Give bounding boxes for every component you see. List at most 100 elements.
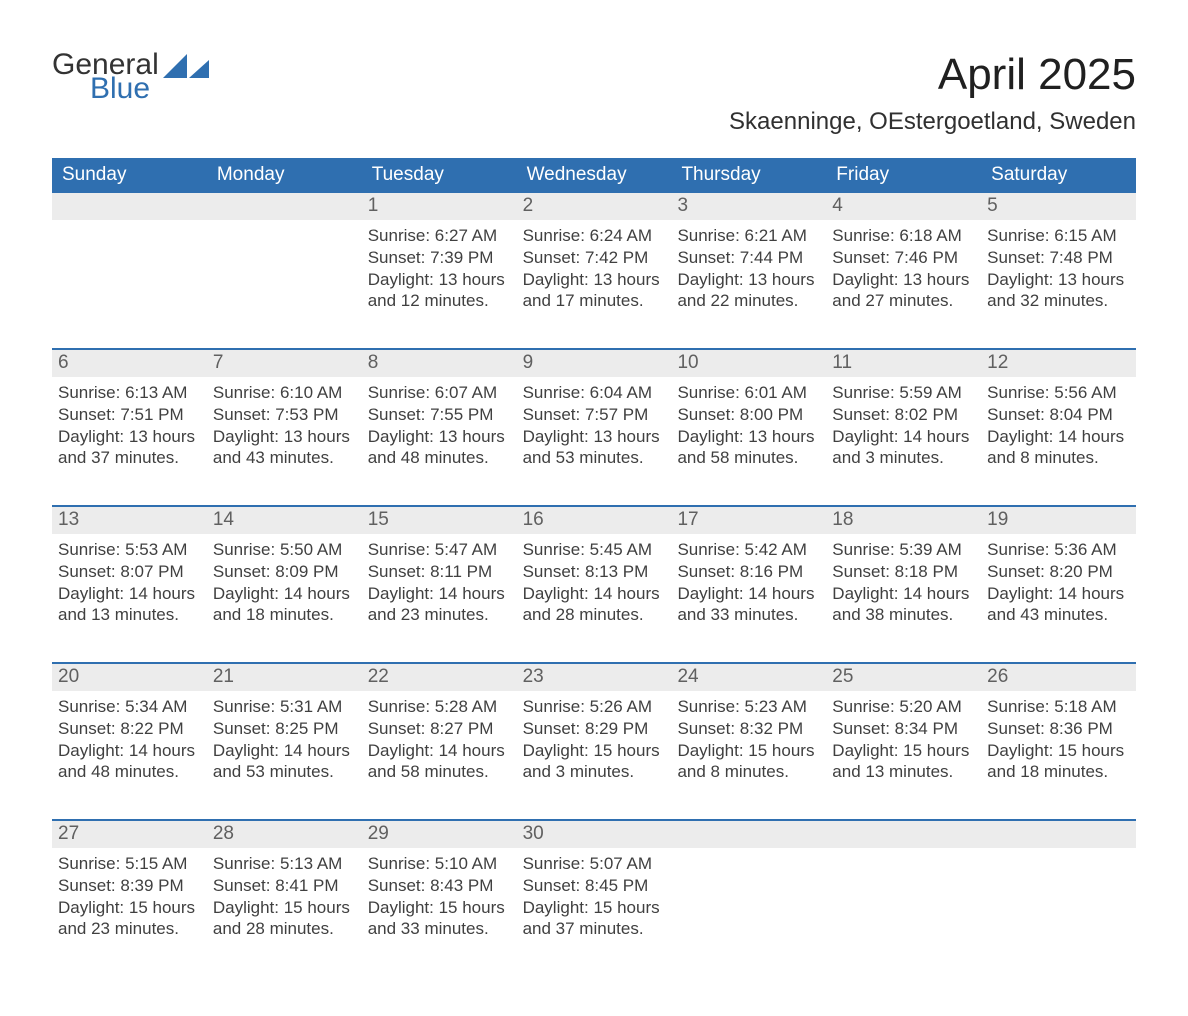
- day-number: 14: [207, 507, 362, 534]
- dayname-friday: Friday: [826, 158, 981, 193]
- daylight-text: Daylight: 13 hours: [58, 426, 201, 448]
- sunset-text: Sunset: 7:39 PM: [368, 247, 511, 269]
- sunrise-text: Sunrise: 6:15 AM: [987, 225, 1130, 247]
- day-cell: Sunrise: 5:10 AM Sunset: 8:43 PM Dayligh…: [362, 848, 517, 976]
- daylight-text: Daylight: 13 hours: [213, 426, 356, 448]
- daylight-text: Daylight: 13 hours: [832, 269, 975, 291]
- day-number: 20: [52, 664, 207, 691]
- sunset-text: Sunset: 8:18 PM: [832, 561, 975, 583]
- month-title: April 2025: [729, 50, 1136, 100]
- sunrise-text: Sunrise: 5:42 AM: [677, 539, 820, 561]
- sunset-text: Sunset: 8:39 PM: [58, 875, 201, 897]
- day-number: 1: [362, 193, 517, 220]
- daylight-text: and 27 minutes.: [832, 290, 975, 312]
- sunrise-text: Sunrise: 6:24 AM: [523, 225, 666, 247]
- sunrise-text: Sunrise: 5:23 AM: [677, 696, 820, 718]
- day-cell: Sunrise: 6:27 AM Sunset: 7:39 PM Dayligh…: [362, 220, 517, 348]
- daylight-text: Daylight: 13 hours: [368, 426, 511, 448]
- daylight-text: and 8 minutes.: [677, 761, 820, 783]
- sunset-text: Sunset: 8:41 PM: [213, 875, 356, 897]
- calendar-grid: Sunday Monday Tuesday Wednesday Thursday…: [52, 158, 1136, 976]
- sunset-text: Sunset: 8:00 PM: [677, 404, 820, 426]
- daylight-text: Daylight: 14 hours: [213, 740, 356, 762]
- day-number: 24: [671, 664, 826, 691]
- day-cell: Sunrise: 5:15 AM Sunset: 8:39 PM Dayligh…: [52, 848, 207, 976]
- page-header: General Blue April 2025 Skaenninge, OEst…: [52, 50, 1136, 136]
- sunset-text: Sunset: 8:27 PM: [368, 718, 511, 740]
- daylight-text: Daylight: 14 hours: [832, 583, 975, 605]
- day-cell: Sunrise: 5:53 AM Sunset: 8:07 PM Dayligh…: [52, 534, 207, 662]
- dayname-wednesday: Wednesday: [517, 158, 672, 193]
- sunrise-text: Sunrise: 6:13 AM: [58, 382, 201, 404]
- day-cell: Sunrise: 5:56 AM Sunset: 8:04 PM Dayligh…: [981, 377, 1136, 505]
- day-number: 6: [52, 350, 207, 377]
- logo-text-block: General Blue: [52, 50, 159, 104]
- week-content-row: Sunrise: 5:15 AM Sunset: 8:39 PM Dayligh…: [52, 848, 1136, 976]
- sunset-text: Sunset: 8:25 PM: [213, 718, 356, 740]
- week-content-row: Sunrise: 6:13 AM Sunset: 7:51 PM Dayligh…: [52, 377, 1136, 505]
- sunset-text: Sunset: 8:09 PM: [213, 561, 356, 583]
- week-daynum-row: 13 14 15 16 17 18 19: [52, 505, 1136, 534]
- day-number: [826, 821, 981, 848]
- daylight-text: and 53 minutes.: [523, 447, 666, 469]
- day-number: 28: [207, 821, 362, 848]
- sunset-text: Sunset: 8:22 PM: [58, 718, 201, 740]
- week-content-row: Sunrise: 5:53 AM Sunset: 8:07 PM Dayligh…: [52, 534, 1136, 662]
- sunset-text: Sunset: 7:48 PM: [987, 247, 1130, 269]
- sunrise-text: Sunrise: 6:01 AM: [677, 382, 820, 404]
- day-number: 21: [207, 664, 362, 691]
- sunrise-text: Sunrise: 6:04 AM: [523, 382, 666, 404]
- location-subtitle: Skaenninge, OEstergoetland, Sweden: [729, 108, 1136, 136]
- day-cell: Sunrise: 5:31 AM Sunset: 8:25 PM Dayligh…: [207, 691, 362, 819]
- daylight-text: and 18 minutes.: [213, 604, 356, 626]
- daylight-text: Daylight: 15 hours: [523, 897, 666, 919]
- sunrise-text: Sunrise: 5:39 AM: [832, 539, 975, 561]
- daylight-text: and 33 minutes.: [677, 604, 820, 626]
- day-number: 15: [362, 507, 517, 534]
- daylight-text: Daylight: 14 hours: [58, 740, 201, 762]
- sunrise-text: Sunrise: 6:07 AM: [368, 382, 511, 404]
- day-cell: Sunrise: 6:21 AM Sunset: 7:44 PM Dayligh…: [671, 220, 826, 348]
- day-number: [671, 821, 826, 848]
- daylight-text: and 28 minutes.: [213, 918, 356, 940]
- daylight-text: Daylight: 14 hours: [368, 740, 511, 762]
- sunrise-text: Sunrise: 5:50 AM: [213, 539, 356, 561]
- daylight-text: Daylight: 14 hours: [987, 426, 1130, 448]
- day-number: 23: [517, 664, 672, 691]
- sunset-text: Sunset: 8:04 PM: [987, 404, 1130, 426]
- sunrise-text: Sunrise: 6:10 AM: [213, 382, 356, 404]
- day-number: [207, 193, 362, 220]
- day-number: 3: [671, 193, 826, 220]
- sunrise-text: Sunrise: 5:20 AM: [832, 696, 975, 718]
- day-number: 8: [362, 350, 517, 377]
- sunrise-text: Sunrise: 5:10 AM: [368, 853, 511, 875]
- daylight-text: and 37 minutes.: [523, 918, 666, 940]
- sunset-text: Sunset: 8:20 PM: [987, 561, 1130, 583]
- day-cell: Sunrise: 5:20 AM Sunset: 8:34 PM Dayligh…: [826, 691, 981, 819]
- daylight-text: Daylight: 14 hours: [213, 583, 356, 605]
- dayname-header-row: Sunday Monday Tuesday Wednesday Thursday…: [52, 158, 1136, 193]
- day-cell: Sunrise: 5:59 AM Sunset: 8:02 PM Dayligh…: [826, 377, 981, 505]
- day-number: 16: [517, 507, 672, 534]
- day-cell: Sunrise: 5:23 AM Sunset: 8:32 PM Dayligh…: [671, 691, 826, 819]
- day-cell: Sunrise: 5:28 AM Sunset: 8:27 PM Dayligh…: [362, 691, 517, 819]
- sunset-text: Sunset: 8:45 PM: [523, 875, 666, 897]
- day-number: 10: [671, 350, 826, 377]
- day-number: 17: [671, 507, 826, 534]
- sunrise-text: Sunrise: 5:31 AM: [213, 696, 356, 718]
- daylight-text: Daylight: 13 hours: [368, 269, 511, 291]
- sunset-text: Sunset: 8:13 PM: [523, 561, 666, 583]
- week-daynum-row: 20 21 22 23 24 25 26: [52, 662, 1136, 691]
- sail-icon: [163, 54, 211, 80]
- sunset-text: Sunset: 7:55 PM: [368, 404, 511, 426]
- dayname-sunday: Sunday: [52, 158, 207, 193]
- daylight-text: and 48 minutes.: [58, 761, 201, 783]
- daylight-text: Daylight: 15 hours: [523, 740, 666, 762]
- day-number: 9: [517, 350, 672, 377]
- sunrise-text: Sunrise: 6:18 AM: [832, 225, 975, 247]
- day-number: [52, 193, 207, 220]
- sunrise-text: Sunrise: 5:07 AM: [523, 853, 666, 875]
- day-cell: Sunrise: 6:07 AM Sunset: 7:55 PM Dayligh…: [362, 377, 517, 505]
- daylight-text: and 12 minutes.: [368, 290, 511, 312]
- day-cell: [981, 848, 1136, 976]
